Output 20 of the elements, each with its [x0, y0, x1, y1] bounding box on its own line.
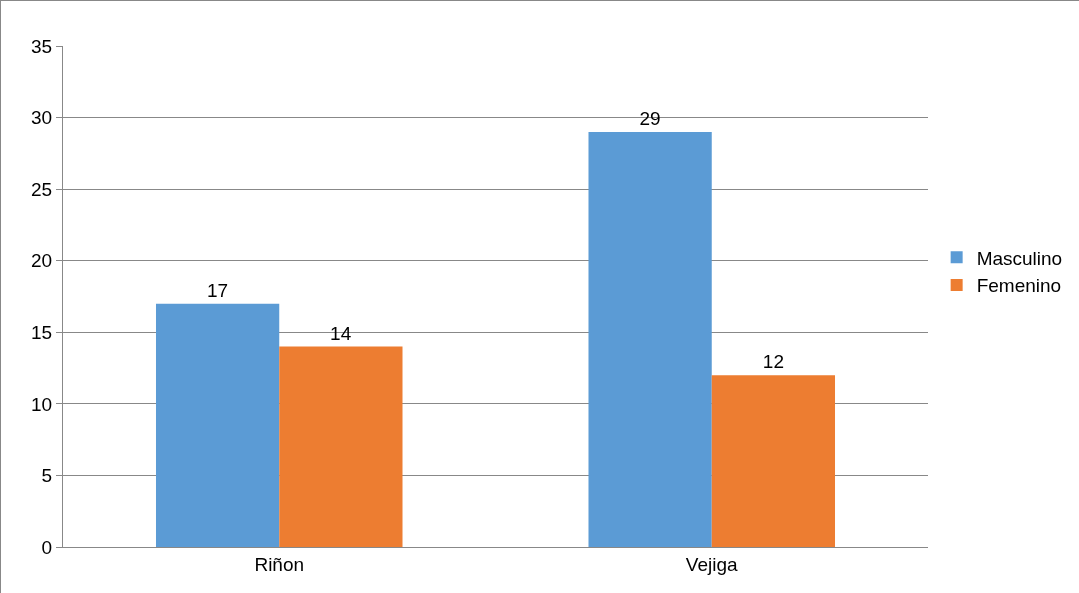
data-label: 12: [762, 351, 784, 373]
x-tick-label: Riñon: [254, 553, 305, 575]
bar: [279, 346, 403, 547]
y-tick-label: 0: [41, 536, 53, 558]
y-tick-label: 5: [41, 465, 53, 487]
data-label: 29: [639, 107, 661, 129]
data-label: 14: [330, 322, 352, 344]
data-label: 17: [207, 279, 229, 301]
y-tick-label: 25: [31, 178, 53, 200]
y-tick-label: 15: [31, 321, 53, 343]
y-tick-label: 20: [31, 250, 53, 272]
bar: [711, 375, 836, 547]
bar: [155, 303, 280, 547]
legend-label: Femenino: [976, 275, 1062, 297]
bar: [588, 131, 712, 547]
legend-label: Masculino: [976, 247, 1063, 269]
y-tick-label: 30: [31, 107, 53, 129]
y-tick-label: 35: [31, 35, 53, 57]
x-tick-label: Vejiga: [685, 553, 739, 575]
y-tick-label: 10: [31, 393, 53, 415]
